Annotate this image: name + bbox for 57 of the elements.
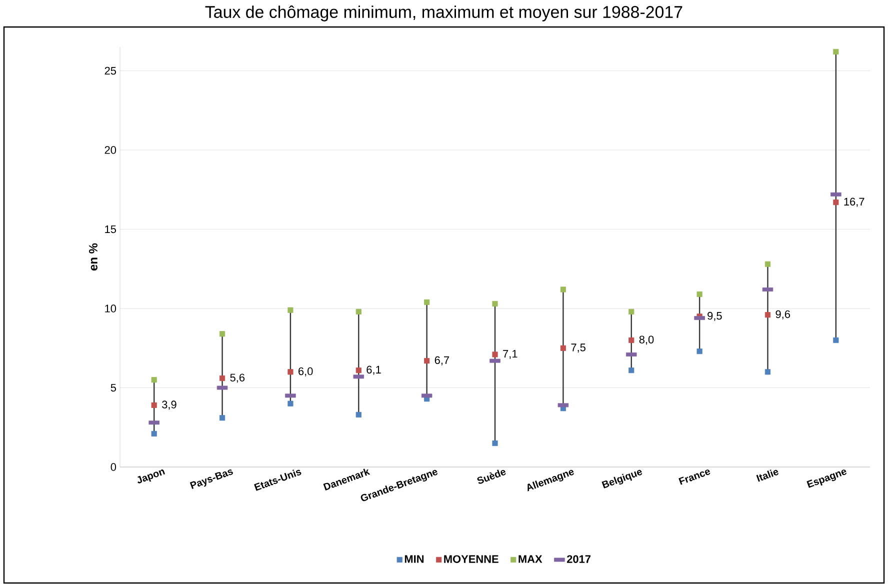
data-label: 7,5 (571, 344, 586, 353)
point (356, 412, 362, 418)
y-tick-label: 20 (104, 146, 116, 154)
point (151, 430, 157, 437)
y-tick-label: 25 (104, 66, 116, 75)
point (628, 337, 634, 343)
point (151, 402, 157, 408)
point (560, 345, 566, 351)
data-label: 9,5 (708, 312, 722, 321)
legend-label: MAX (518, 555, 542, 563)
chart-title: Taux de chômage minimum, maximum et moyen sur 1988-2017 (205, 6, 682, 22)
y-tick-label: 0 (110, 463, 116, 471)
y-tick-label: 10 (105, 304, 116, 312)
point (424, 299, 430, 305)
data-label: 6,7 (434, 356, 450, 366)
data-label: 6,1 (366, 366, 381, 375)
point (560, 286, 566, 292)
x-tick-label: Suède (477, 470, 506, 484)
legend-label: 2017 (566, 555, 590, 563)
point (696, 291, 702, 298)
point (288, 400, 294, 406)
point (219, 375, 226, 382)
legend-label: MOYENNE (444, 555, 498, 563)
y-axis-title: en % (89, 243, 98, 270)
point (356, 308, 362, 314)
point (696, 348, 702, 354)
point (492, 300, 498, 307)
data-label: 16,7 (844, 198, 864, 207)
point (492, 440, 498, 446)
point (288, 307, 294, 313)
data-label: 9,6 (776, 310, 790, 320)
point (288, 369, 294, 375)
y-tick-label: 15 (105, 225, 116, 234)
y-tick-label: 5 (110, 384, 116, 392)
point (356, 368, 362, 374)
x-tick-label: France (678, 470, 710, 485)
data-label: 6,0 (298, 367, 313, 376)
point (628, 368, 634, 374)
legend-label: MIN (404, 555, 424, 563)
point (764, 369, 771, 375)
data-label: 5,6 (230, 374, 245, 383)
point (219, 415, 226, 421)
point (833, 200, 839, 206)
point (628, 308, 634, 314)
x-tick-label: Italie (756, 470, 778, 482)
point (764, 261, 771, 267)
data-label: 7,1 (503, 350, 518, 359)
data-label: 8,0 (639, 336, 654, 345)
x-tick-label: Japon (138, 469, 165, 484)
point (764, 312, 771, 318)
point (219, 331, 226, 337)
point (833, 48, 839, 55)
data-label: 3,9 (162, 400, 176, 410)
point (492, 352, 498, 358)
point (424, 358, 430, 364)
point (833, 337, 839, 343)
point (151, 377, 157, 383)
